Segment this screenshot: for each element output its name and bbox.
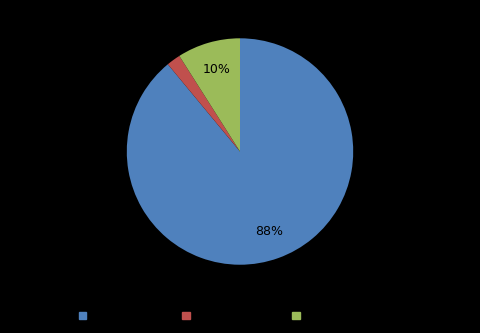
Legend: Wages & Salaries, Employee Benefits, Operating Expenses: Wages & Salaries, Employee Benefits, Ope… (75, 307, 405, 325)
Wedge shape (180, 38, 240, 152)
Text: 10%: 10% (203, 64, 230, 77)
Text: 88%: 88% (255, 225, 283, 238)
Wedge shape (168, 56, 240, 152)
Wedge shape (127, 38, 353, 265)
